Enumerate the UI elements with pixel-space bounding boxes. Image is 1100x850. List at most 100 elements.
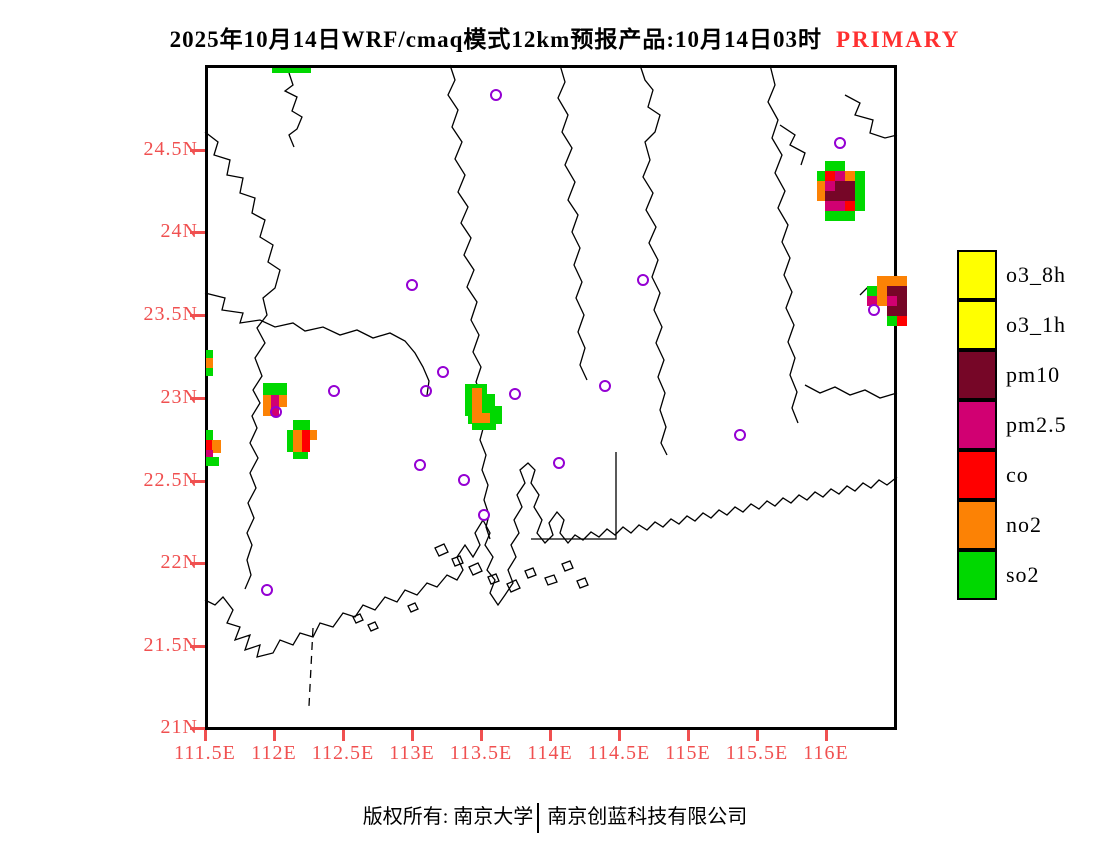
pollution-cell xyxy=(212,440,221,453)
lon-tick-mark xyxy=(756,730,759,741)
legend-label-so2: so2 xyxy=(1006,562,1040,587)
island xyxy=(407,602,419,613)
legend-label-pm10: pm10 xyxy=(1006,362,1061,387)
coastline xyxy=(204,462,898,658)
pollution-cell xyxy=(472,388,482,415)
inset-box xyxy=(531,452,617,540)
pollution-cell xyxy=(272,68,311,73)
pollution-cell xyxy=(825,181,835,191)
island xyxy=(451,555,464,567)
pollution-cell xyxy=(877,296,887,306)
pollution-cell xyxy=(293,452,308,459)
boundary-line xyxy=(804,384,898,399)
station-marker xyxy=(328,385,340,397)
lon-tick-label: 115.5E xyxy=(725,742,789,764)
legend-label-pm2.5: pm2.5 xyxy=(1006,412,1067,437)
pollution-cell xyxy=(271,395,279,407)
pollution-cell xyxy=(897,286,907,296)
lon-tick-label: 116E xyxy=(803,742,849,764)
pollution-cell xyxy=(825,211,835,221)
boundary-line xyxy=(283,72,303,148)
pollution-cell xyxy=(271,383,279,395)
dashed-boundary xyxy=(308,627,314,707)
pollution-cell xyxy=(825,161,835,171)
island xyxy=(524,567,537,579)
station-marker xyxy=(734,429,746,441)
pollution-cell xyxy=(867,296,877,306)
pollution-cell xyxy=(845,211,855,221)
station-marker xyxy=(437,366,449,378)
pollution-cell xyxy=(855,171,865,181)
lon-tick-mark xyxy=(480,730,483,741)
pollution-cell xyxy=(465,406,502,416)
pollution-cell xyxy=(287,442,293,452)
pollution-cell xyxy=(845,181,855,191)
pollution-cell xyxy=(472,413,490,423)
legend-swatch-o3_8h xyxy=(957,250,997,300)
title-text: 2025年10月14日WRF/cmaq模式12km预报产品:10月14日03时 xyxy=(169,27,822,52)
lon-tick-label: 115E xyxy=(665,742,711,764)
pollution-cell xyxy=(293,430,302,442)
station-marker xyxy=(637,274,649,286)
title-primary-tag: PRIMARY xyxy=(835,27,961,52)
legend-swatch-pm2.5 xyxy=(957,400,997,450)
boundary-line xyxy=(557,64,588,381)
footer-divider xyxy=(537,803,540,834)
lat-tick-label: 23.5N xyxy=(143,303,198,325)
island xyxy=(468,562,483,576)
lat-tick-label: 22N xyxy=(160,551,198,573)
station-marker xyxy=(478,509,490,521)
station-marker xyxy=(599,380,611,392)
pollution-cell xyxy=(293,420,310,430)
pollution-cell xyxy=(835,211,845,221)
station-marker xyxy=(553,457,565,469)
lat-tick-label: 22.5N xyxy=(143,469,198,491)
lat-tick-label: 21.5N xyxy=(143,634,198,656)
lat-tick-mark xyxy=(190,562,205,565)
pollution-cell xyxy=(206,450,213,457)
lon-tick-mark xyxy=(204,730,207,741)
lon-tick-mark xyxy=(411,730,414,741)
pollution-cell xyxy=(293,442,302,452)
lon-tick-label: 112.5E xyxy=(311,742,375,764)
boundary-line xyxy=(767,64,799,424)
station-marker xyxy=(270,406,282,418)
lon-tick-label: 112E xyxy=(251,742,297,764)
copyright-owner: 版权所有: 南京大学 xyxy=(362,806,534,828)
lat-tick-label: 24N xyxy=(160,220,198,242)
lat-tick-mark xyxy=(190,727,205,730)
pollution-cell xyxy=(206,440,212,450)
pollution-cell xyxy=(887,306,897,316)
pollution-cell xyxy=(877,276,887,286)
island xyxy=(434,543,449,557)
pollution-cell xyxy=(845,201,855,211)
pollution-cell xyxy=(287,430,293,442)
lon-tick-mark xyxy=(687,730,690,741)
boundary-line xyxy=(204,292,430,396)
lon-tick-label: 113E xyxy=(389,742,435,764)
pollution-cell xyxy=(897,316,907,326)
pollution-cell xyxy=(206,358,213,368)
legend-swatch-o3_1h xyxy=(957,300,997,350)
station-marker xyxy=(406,279,418,291)
pollution-cell xyxy=(835,191,845,201)
pollution-cell xyxy=(817,191,825,201)
pollution-cell xyxy=(897,296,907,306)
pollution-cell xyxy=(897,306,907,316)
boundary-line xyxy=(779,124,806,166)
island xyxy=(544,574,558,586)
legend-swatch-so2 xyxy=(957,550,997,600)
lat-tick-mark xyxy=(190,645,205,648)
page-title: 2025年10月14日WRF/cmaq模式12km预报产品:10月14日03时 P… xyxy=(130,20,1000,54)
island xyxy=(576,577,589,589)
footer: 版权所有: 南京大学 南京创蓝科技有限公司 xyxy=(205,800,905,834)
pollution-cell xyxy=(835,161,845,171)
lat-tick-mark xyxy=(190,149,205,152)
station-marker xyxy=(414,459,426,471)
pollution-cell xyxy=(263,407,271,416)
pollution-cell xyxy=(887,276,897,286)
island xyxy=(506,579,521,593)
island xyxy=(561,560,574,572)
pollution-cell xyxy=(302,430,310,442)
pollution-cell xyxy=(310,430,317,440)
